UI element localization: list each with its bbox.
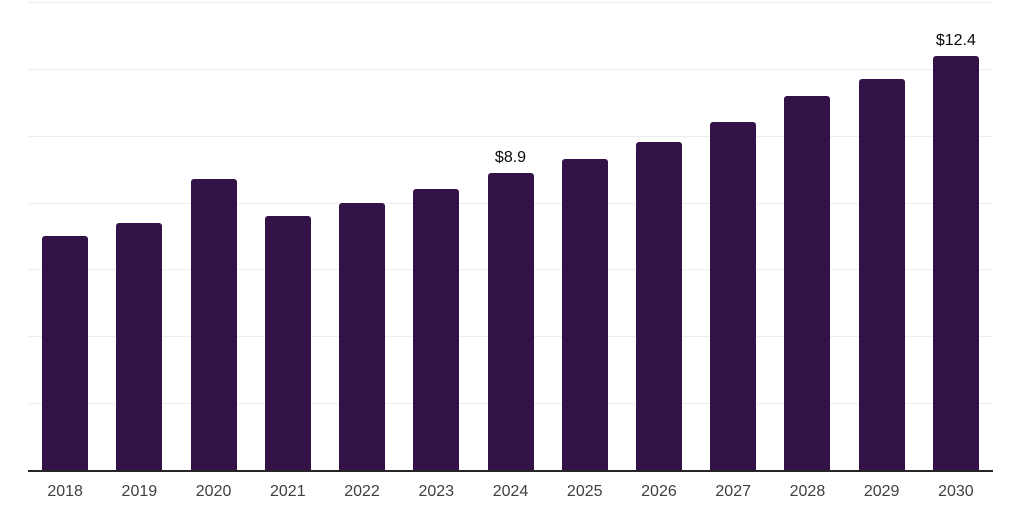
x-tick-2027: 2027 [715, 483, 751, 500]
x-tick-2021: 2021 [270, 483, 306, 500]
bar-2027 [710, 122, 757, 470]
bar-2025 [561, 159, 608, 470]
x-tick-2022: 2022 [344, 483, 380, 500]
bar-2026 [635, 142, 682, 470]
bar-2023 [413, 189, 460, 470]
bar-2028 [784, 95, 831, 470]
gridline-14 [28, 2, 993, 3]
bar-value-label-2024: $8.9 [494, 148, 527, 166]
x-tick-2026: 2026 [641, 483, 677, 500]
bar-2030 [932, 55, 979, 470]
x-tick-2030: 2030 [938, 483, 974, 500]
gridline-12 [28, 68, 993, 70]
bar-2024 [487, 172, 534, 470]
x-tick-2023: 2023 [418, 483, 455, 500]
gridline-10 [28, 135, 993, 137]
bar-2020 [190, 179, 237, 470]
x-tick-2025: 2025 [566, 483, 603, 500]
bar-2022 [339, 202, 386, 470]
bar-value-label-2030: $12.4 [935, 31, 976, 49]
bar-2019 [116, 222, 163, 470]
x-tick-2019: 2019 [121, 483, 158, 500]
bar-2021 [264, 215, 311, 470]
x-tick-2024: 2024 [492, 483, 529, 500]
x-tick-2029: 2029 [863, 483, 900, 500]
x-tick-2020: 2020 [195, 483, 232, 500]
plot-area: $8.9 $12.4 [28, 2, 993, 472]
x-tick-2028: 2028 [789, 483, 826, 500]
bar-2029 [858, 78, 905, 470]
bar-2018 [42, 236, 89, 470]
x-tick-2018: 2018 [47, 483, 83, 500]
x-axis-line [28, 470, 993, 472]
